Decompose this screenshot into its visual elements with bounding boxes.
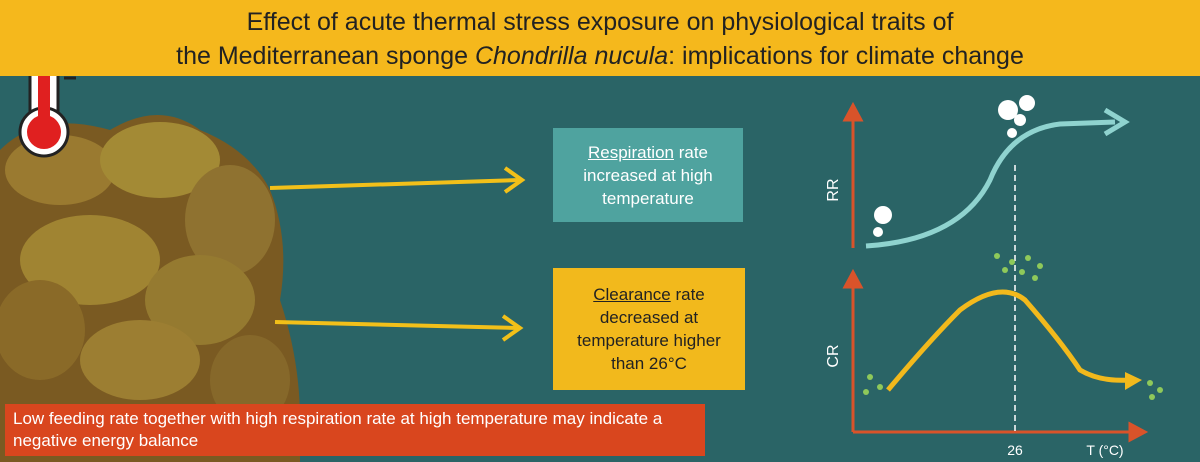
sponge (0, 115, 300, 462)
axis-label: T (°C) (1086, 442, 1123, 458)
clearance-box: Clearance rate decreased at temperature … (553, 268, 745, 390)
title-line: the Mediterranean sponge Chondrilla nucu… (0, 39, 1200, 73)
species-name: Chondrilla nucula (474, 42, 669, 70)
graphs: RR CR 26 T (°C) (825, 95, 1163, 458)
threshold-label: 26 (1007, 442, 1023, 458)
box-text: rate increased at high temperature (583, 142, 713, 208)
title-text: the Mediterranean sponge (176, 42, 475, 70)
box-text: rate decreased at temperature higher tha… (577, 285, 721, 373)
axis-label: RR (825, 178, 842, 201)
title-text: : implications for climate change (668, 42, 1024, 70)
title-line: Effect of acute thermal stress exposure … (246, 8, 954, 36)
arrows (269, 166, 526, 342)
title: Effect of acute thermal stress exposure … (0, 0, 1200, 76)
keyword: Clearance (593, 285, 671, 304)
respiration-box: Respiration rate increased at high tempe… (553, 128, 743, 222)
conclusion-box: Low feeding rate together with high resp… (5, 404, 705, 456)
axis-label: CR (825, 344, 842, 367)
keyword: Respiration (587, 142, 674, 162)
